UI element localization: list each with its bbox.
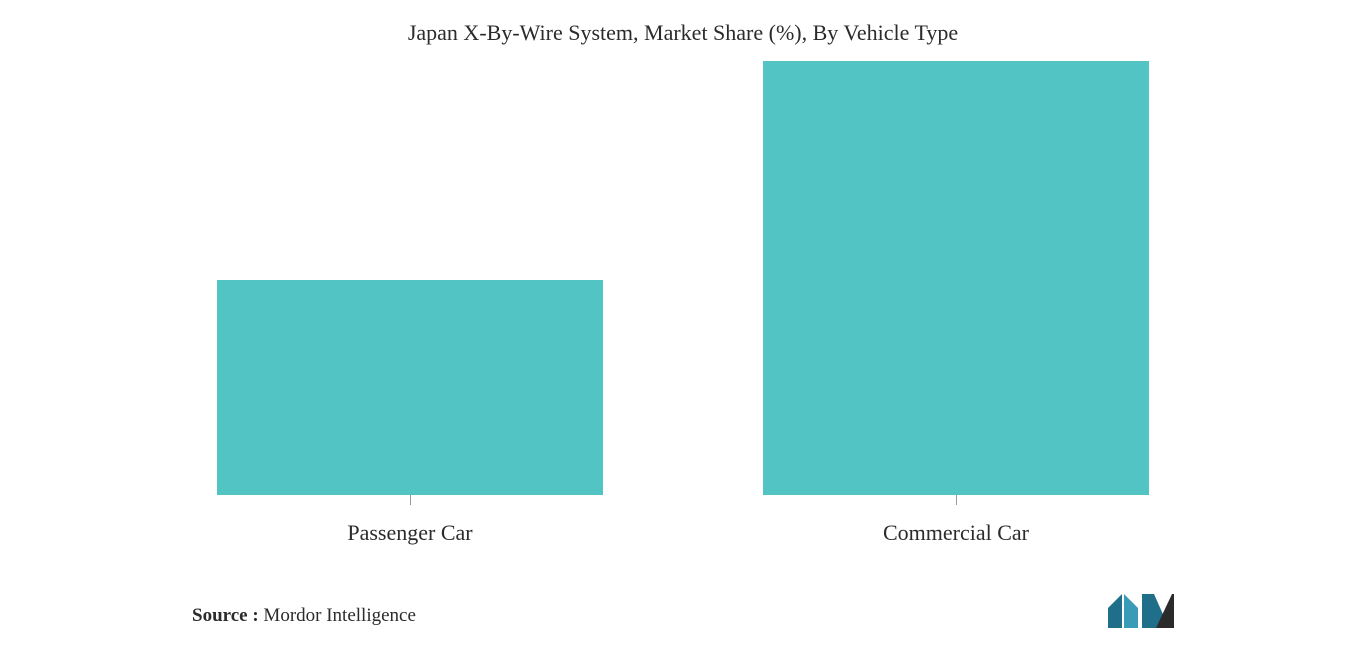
chart-title: Japan X-By-Wire System, Market Share (%)… (0, 0, 1366, 46)
bar-group-commercial: Commercial Car (763, 61, 1149, 546)
bar-group-passenger: Passenger Car (217, 280, 603, 546)
category-label: Commercial Car (883, 520, 1029, 546)
tick-mark (410, 495, 411, 505)
bar-passenger (217, 280, 603, 495)
source-value: Mordor Intelligence (263, 605, 415, 626)
bar-commercial (763, 61, 1149, 495)
category-label: Passenger Car (347, 520, 472, 546)
chart-area: Passenger Car Commercial Car (0, 46, 1366, 546)
source-label: Source : (192, 605, 263, 626)
tick-mark (956, 495, 957, 505)
mordor-logo (1106, 590, 1176, 637)
logo-icon (1106, 590, 1176, 632)
source-attribution: Source : Mordor Intelligence (192, 605, 416, 627)
